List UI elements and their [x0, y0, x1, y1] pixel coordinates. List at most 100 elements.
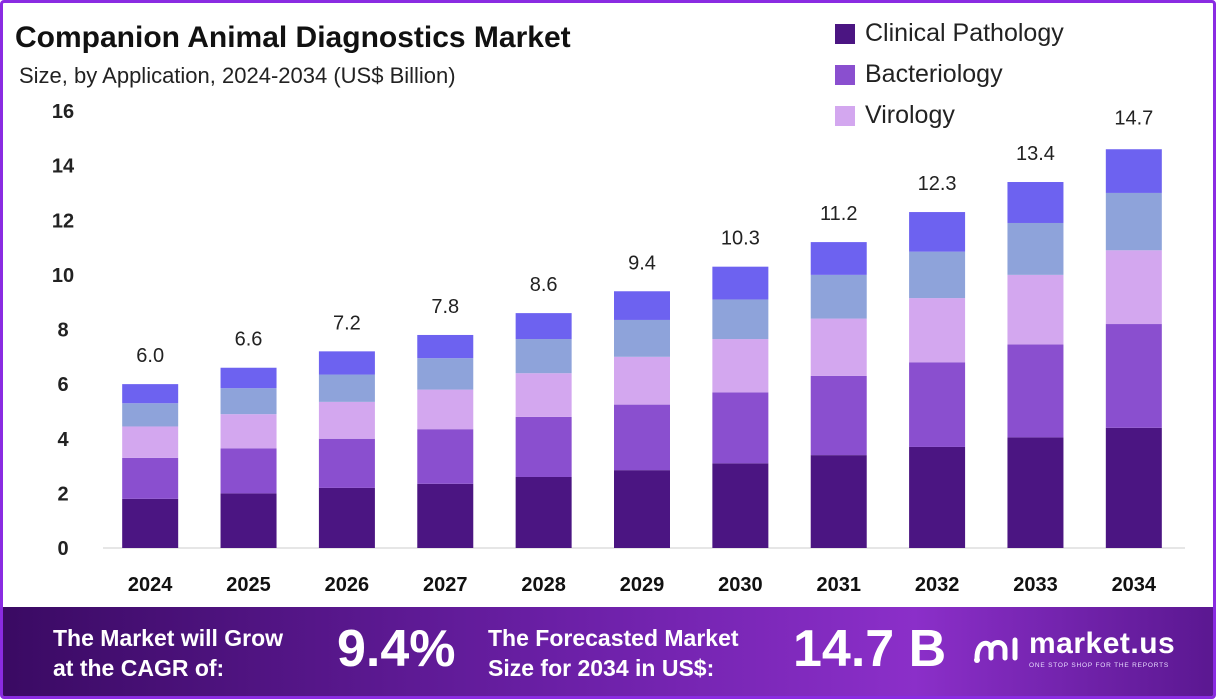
- y-tick-label: 4: [57, 429, 69, 451]
- bar-segment: [1007, 222, 1064, 275]
- x-tick-label: 2033: [1013, 574, 1058, 596]
- bar-segment: [417, 483, 474, 548]
- bar-segment: [1007, 182, 1064, 223]
- bar-segment: [1105, 192, 1162, 251]
- bar-segment: [515, 416, 572, 477]
- bar-segment: [1007, 274, 1064, 345]
- cagr-label-line1: The Market will Grow: [53, 625, 284, 651]
- bar-segment: [712, 299, 769, 340]
- bar-segment: [1105, 324, 1162, 428]
- bar-segment: [515, 373, 572, 417]
- bar-segment: [810, 455, 867, 548]
- chart-legend: Clinical Pathology Bacteriology Virology: [835, 13, 1064, 136]
- legend-swatch-clinical-pathology: [835, 23, 855, 44]
- y-tick-label: 2: [57, 483, 68, 505]
- bar-segment: [318, 438, 375, 488]
- bar-segment: [318, 351, 375, 375]
- bar-segment: [417, 429, 474, 484]
- bar-segment: [220, 493, 277, 548]
- bar-segment: [220, 367, 277, 389]
- bar-total-label: 7.8: [431, 296, 459, 318]
- bar-segment: [614, 404, 670, 471]
- x-tick-label: 2028: [521, 574, 566, 596]
- bar-segment: [909, 362, 966, 447]
- bar-segment: [1007, 437, 1064, 548]
- bar-segment: [810, 242, 867, 275]
- y-tick-label: 14: [52, 156, 75, 178]
- legend-swatch-bacteriology: [835, 64, 855, 85]
- bar-segment: [220, 414, 277, 449]
- bar-segment: [122, 426, 179, 458]
- bar-segment: [318, 374, 375, 402]
- bar-segment: [417, 389, 474, 430]
- bar-total-label: 8.6: [530, 274, 558, 296]
- bar-segment: [515, 339, 572, 374]
- y-tick-label: 16: [52, 101, 74, 123]
- bar-total-label: 14.7: [1114, 108, 1153, 130]
- legend-item-bacteriology: Bacteriology: [835, 54, 1064, 95]
- stacked-bar-chart: 0 2 4 6 8 10 12 14 16 6.0 2024 6.6 2025 7.2 2026 7.8 202…: [52, 101, 1185, 596]
- brand-logo: market.us ONE STOP SHOP FOR THE REPORTS: [971, 627, 1175, 669]
- footer-banner: The Market will Grow at the CAGR of: 9.4…: [3, 607, 1213, 696]
- x-tick-label: 2031: [816, 574, 861, 596]
- cagr-value: 9.4%: [337, 620, 456, 678]
- bar-total-label: 9.4: [628, 252, 656, 274]
- bar-segment: [712, 392, 769, 464]
- bar-segment: [810, 274, 867, 319]
- bar-segment: [515, 476, 572, 548]
- bar-segment: [614, 319, 670, 357]
- bar-segment: [1105, 427, 1162, 548]
- bar-segment: [909, 298, 966, 363]
- cagr-label: The Market will Grow at the CAGR of:: [53, 623, 283, 683]
- bar-segment: [614, 470, 670, 548]
- bar-segment: [220, 448, 277, 494]
- cagr-label-line2: at the CAGR of:: [53, 655, 225, 681]
- y-tick-label: 10: [52, 265, 74, 287]
- bar-total-label: 11.2: [820, 203, 857, 225]
- legend-swatch-virology: [835, 105, 855, 126]
- bar-segment: [712, 463, 769, 548]
- bar-segment: [122, 498, 179, 548]
- bar-total-label: 12.3: [918, 173, 957, 195]
- bar-segment: [712, 339, 769, 393]
- bar-segment: [1105, 250, 1162, 325]
- legend-label-bacteriology: Bacteriology: [865, 60, 1003, 88]
- forecast-value: 14.7 B: [793, 620, 947, 678]
- forecast-label-line1: The Forecasted Market: [488, 625, 739, 651]
- y-tick-label: 12: [52, 210, 74, 232]
- x-tick-label: 2027: [423, 574, 468, 596]
- x-tick-label: 2032: [915, 574, 960, 596]
- legend-label-virology: Virology: [865, 101, 955, 129]
- x-tick-label: 2030: [718, 574, 763, 596]
- bar-total-label: 13.4: [1016, 143, 1055, 165]
- brand-name: market.us: [1029, 627, 1176, 660]
- bar-segment: [614, 356, 670, 405]
- bar-segment: [122, 403, 179, 427]
- x-tick-label: 2024: [128, 574, 173, 596]
- bar-segment: [220, 388, 277, 415]
- legend-item-clinical-pathology: Clinical Pathology: [835, 13, 1064, 54]
- bar-segment: [909, 251, 966, 299]
- forecast-label: The Forecasted Market Size for 2034 in U…: [488, 623, 739, 683]
- y-tick-label: 0: [57, 538, 68, 560]
- chart-title: Companion Animal Diagnostics Market: [15, 21, 571, 54]
- bar-total-label: 6.0: [136, 345, 164, 367]
- bar-segment: [318, 487, 375, 548]
- bar-segment: [318, 401, 375, 439]
- bar-segment: [909, 446, 966, 548]
- x-tick-label: 2025: [226, 574, 271, 596]
- bar-total-label: 7.2: [333, 312, 361, 334]
- bar-segment: [614, 291, 670, 320]
- x-tick-label: 2029: [620, 574, 665, 596]
- bar-total-label: 6.6: [235, 329, 263, 351]
- forecast-label-line2: Size for 2034 in US$:: [488, 655, 715, 681]
- bar-segment: [1007, 344, 1064, 438]
- x-tick-label: 2026: [325, 574, 370, 596]
- legend-item-virology: Virology: [835, 95, 1064, 136]
- x-tick-label: 2034: [1112, 574, 1157, 596]
- bar-segment: [810, 375, 867, 456]
- legend-label-clinical-pathology: Clinical Pathology: [865, 19, 1064, 47]
- brand-tagline: ONE STOP SHOP FOR THE REPORTS: [1029, 662, 1169, 669]
- bar-segment: [417, 334, 474, 359]
